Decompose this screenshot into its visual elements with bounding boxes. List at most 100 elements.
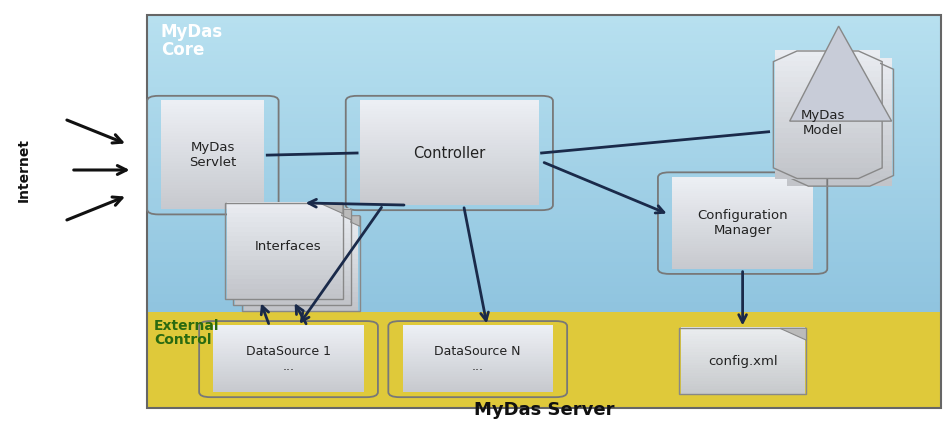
Bar (681, 333, 804, 336)
Bar (681, 375, 804, 378)
Bar (147, 253, 941, 258)
Bar (787, 160, 891, 166)
Bar (235, 271, 349, 276)
Bar (672, 247, 814, 251)
Bar (402, 386, 552, 389)
Bar (681, 383, 804, 386)
Bar (402, 342, 552, 344)
Bar (244, 220, 358, 225)
Bar (213, 343, 363, 346)
Bar (672, 215, 814, 218)
Bar (147, 257, 941, 262)
Bar (244, 244, 358, 249)
Bar (213, 350, 363, 353)
Bar (226, 274, 341, 280)
Bar (213, 362, 363, 364)
Bar (681, 341, 804, 344)
Bar (359, 142, 538, 145)
Bar (161, 168, 264, 171)
Bar (359, 196, 538, 200)
Bar (235, 299, 349, 305)
Bar (787, 68, 891, 74)
Bar (775, 86, 880, 92)
Polygon shape (790, 26, 891, 121)
Bar (147, 98, 941, 102)
Bar (147, 150, 941, 154)
Bar (402, 388, 552, 391)
Bar (147, 50, 941, 55)
Bar (213, 386, 363, 389)
Bar (235, 228, 349, 233)
Bar (147, 217, 941, 222)
Bar (244, 253, 358, 259)
Bar (147, 193, 941, 198)
Bar (147, 273, 941, 278)
Bar (359, 181, 538, 184)
Bar (775, 173, 880, 178)
Bar (402, 375, 552, 377)
Bar (213, 383, 363, 385)
Bar (402, 363, 552, 366)
Bar (147, 133, 941, 139)
Bar (213, 366, 363, 369)
Bar (672, 257, 814, 260)
Bar (244, 239, 358, 244)
Bar (147, 153, 941, 159)
Bar (402, 355, 552, 357)
Bar (402, 332, 552, 334)
Bar (402, 338, 552, 341)
Bar (147, 249, 941, 254)
Bar (787, 170, 891, 176)
Bar (672, 227, 814, 230)
Bar (147, 225, 941, 230)
Bar (359, 103, 538, 106)
Bar (402, 385, 552, 387)
Bar (147, 329, 941, 334)
Bar (147, 86, 941, 91)
Bar (775, 142, 880, 148)
Bar (402, 350, 552, 353)
Bar (161, 122, 264, 125)
Bar (147, 74, 941, 79)
Text: External
Control: External Control (154, 319, 219, 347)
Bar (359, 139, 538, 143)
Bar (402, 340, 552, 343)
Bar (161, 181, 264, 185)
Bar (681, 362, 804, 365)
Bar (213, 370, 363, 372)
Bar (147, 301, 941, 306)
Bar (402, 343, 552, 346)
Bar (235, 209, 349, 214)
Bar (235, 232, 349, 238)
Bar (359, 162, 538, 166)
Bar (235, 242, 349, 247)
Bar (147, 82, 941, 87)
Bar (244, 292, 358, 297)
Bar (359, 155, 538, 158)
Bar (775, 101, 880, 107)
Bar (787, 155, 891, 161)
Bar (787, 94, 891, 99)
Bar (213, 360, 363, 363)
Bar (402, 381, 552, 384)
Bar (775, 167, 880, 173)
Bar (359, 168, 538, 171)
Bar (775, 81, 880, 87)
Bar (672, 243, 814, 246)
Bar (681, 346, 804, 349)
Bar (147, 309, 941, 314)
Bar (359, 178, 538, 181)
Bar (226, 269, 341, 275)
Bar (235, 295, 349, 300)
Bar (787, 150, 891, 156)
Bar (226, 235, 341, 241)
Bar (672, 259, 814, 262)
Bar (672, 264, 814, 266)
Bar (359, 126, 538, 130)
Bar (244, 272, 358, 278)
Bar (235, 237, 349, 243)
Bar (244, 229, 358, 235)
Bar (681, 330, 804, 334)
Bar (402, 330, 552, 333)
Bar (787, 99, 891, 105)
